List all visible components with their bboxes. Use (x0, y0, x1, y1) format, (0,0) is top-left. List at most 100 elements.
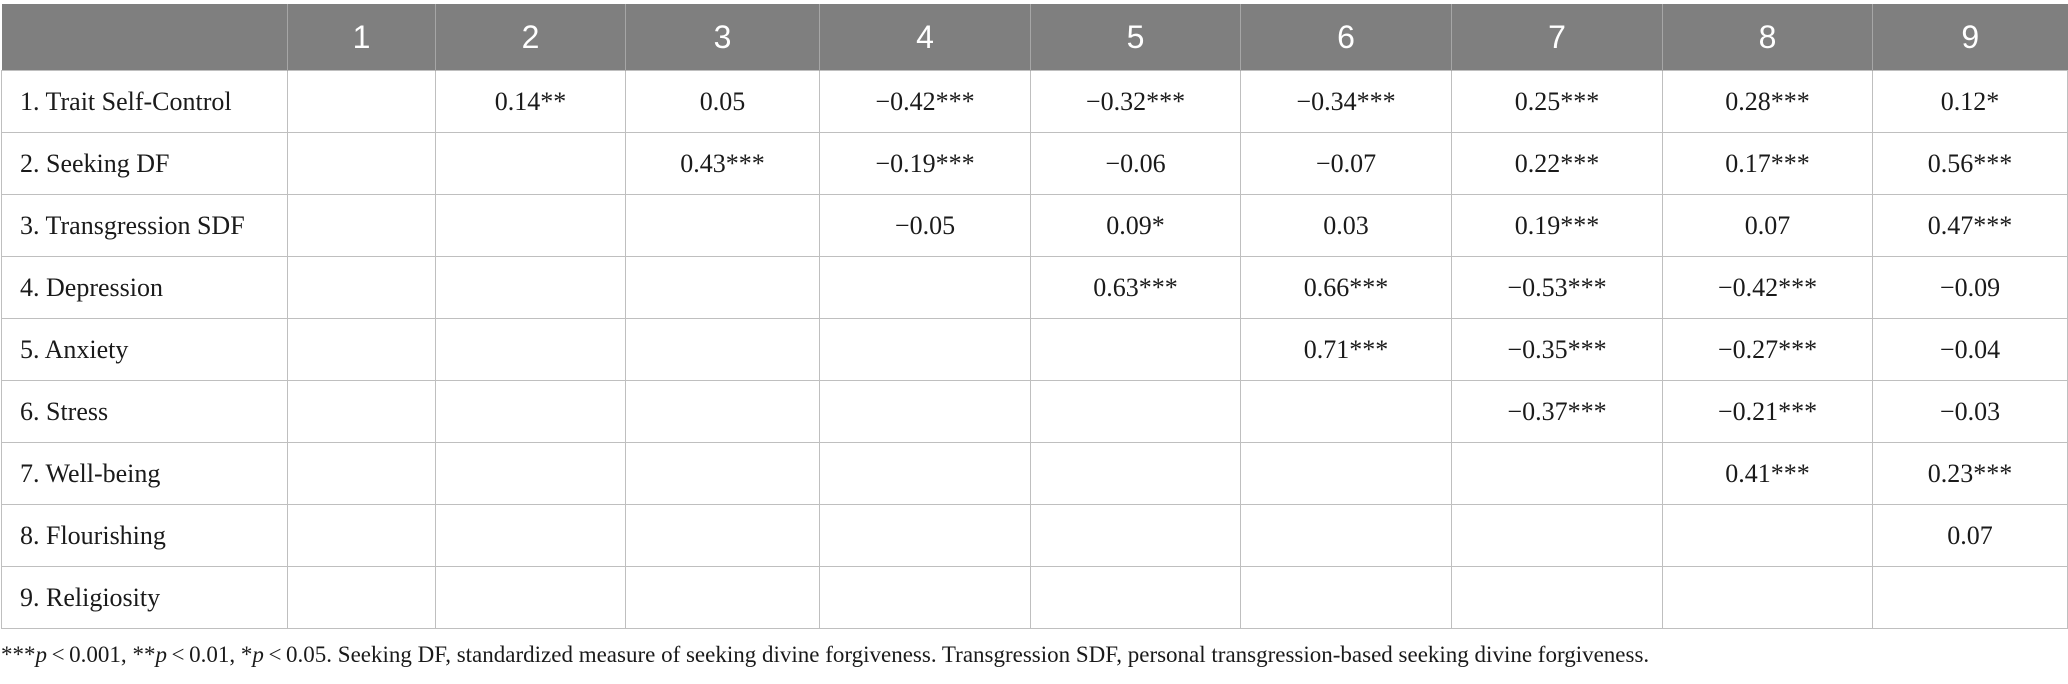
table-cell (436, 381, 626, 443)
table-cell (1663, 505, 1873, 567)
table-cell: 0.66*** (1241, 257, 1452, 319)
row-label: 4. Depression (2, 257, 288, 319)
table-cell: 0.47*** (1873, 195, 2068, 257)
correlation-table: 1 2 3 4 5 6 7 8 9 1. Trait Self-Control … (1, 4, 2068, 629)
header-cell: 8 (1663, 4, 1873, 71)
header-cell: 9 (1873, 4, 2068, 71)
table-cell (1241, 443, 1452, 505)
table-cell: −0.35*** (1452, 319, 1663, 381)
table-cell: 0.14** (436, 71, 626, 133)
table-cell (626, 319, 820, 381)
table-cell: −0.34*** (1241, 71, 1452, 133)
table-cell (1663, 567, 1873, 629)
header-cell: 4 (820, 4, 1031, 71)
table-cell (1031, 381, 1241, 443)
table-cell: 0.41*** (1663, 443, 1873, 505)
table-cell: −0.19*** (820, 133, 1031, 195)
table-cell (626, 505, 820, 567)
table-cell (288, 381, 436, 443)
table-cell: 0.43*** (626, 133, 820, 195)
table-cell: 0.09* (1031, 195, 1241, 257)
table-cell: 0.07 (1663, 195, 1873, 257)
table-cell (288, 257, 436, 319)
table-cell (1452, 505, 1663, 567)
header-cell (2, 4, 288, 71)
table-cell: −0.04 (1873, 319, 2068, 381)
correlation-table-wrapper: 1 2 3 4 5 6 7 8 9 1. Trait Self-Control … (1, 4, 2067, 629)
footnote-stars-1: *** (1, 642, 36, 667)
row-label: 1. Trait Self-Control (2, 71, 288, 133)
table-cell (288, 195, 436, 257)
table-cell: −0.53*** (1452, 257, 1663, 319)
table-row: 1. Trait Self-Control 0.14** 0.05 −0.42*… (2, 71, 2068, 133)
table-cell (626, 257, 820, 319)
table-cell (436, 505, 626, 567)
row-label: 7. Well-being (2, 443, 288, 505)
footnote-text: < 0.05. Seeking DF, standardized measure… (264, 642, 1649, 667)
footnote-stars-2: ** (132, 642, 155, 667)
table-cell (288, 319, 436, 381)
table-row: 4. Depression 0.63*** 0.66*** −0.53*** −… (2, 257, 2068, 319)
row-label: 8. Flourishing (2, 505, 288, 567)
table-cell (1241, 381, 1452, 443)
table-cell (820, 443, 1031, 505)
table-cell (288, 567, 436, 629)
table-cell (288, 133, 436, 195)
table-cell: −0.06 (1031, 133, 1241, 195)
table-row: 2. Seeking DF 0.43*** −0.19*** −0.06 −0.… (2, 133, 2068, 195)
table-footnote: ***p < 0.001, **p < 0.01, *p < 0.05. See… (1, 642, 1649, 668)
table-cell (626, 443, 820, 505)
table-cell: 0.71*** (1241, 319, 1452, 381)
footnote-p-2: p (155, 642, 167, 667)
header-cell: 3 (626, 4, 820, 71)
table-row: 9. Religiosity (2, 567, 2068, 629)
table-cell: −0.03 (1873, 381, 2068, 443)
table-cell (1031, 319, 1241, 381)
table-cell (1031, 443, 1241, 505)
table-cell: 0.63*** (1031, 257, 1241, 319)
table-cell: −0.05 (820, 195, 1031, 257)
table-cell: 0.12* (1873, 71, 2068, 133)
footnote-p-3: p (252, 642, 264, 667)
table-cell (436, 567, 626, 629)
footnote-p-1: p (36, 642, 48, 667)
table-cell: −0.37*** (1452, 381, 1663, 443)
table-row: 3. Transgression SDF −0.05 0.09* 0.03 0.… (2, 195, 2068, 257)
table-body: 1. Trait Self-Control 0.14** 0.05 −0.42*… (2, 71, 2068, 629)
table-cell: 0.19*** (1452, 195, 1663, 257)
footnote-threshold-2: < 0.01, (167, 642, 241, 667)
table-header: 1 2 3 4 5 6 7 8 9 (2, 4, 2068, 71)
table-cell: −0.21*** (1663, 381, 1873, 443)
row-label: 5. Anxiety (2, 319, 288, 381)
table-cell: −0.32*** (1031, 71, 1241, 133)
table-cell (436, 195, 626, 257)
header-cell: 2 (436, 4, 626, 71)
table-cell (820, 257, 1031, 319)
table-cell (288, 443, 436, 505)
footnote-stars-3: * (241, 642, 253, 667)
table-cell: 0.03 (1241, 195, 1452, 257)
header-row: 1 2 3 4 5 6 7 8 9 (2, 4, 2068, 71)
table-cell (1873, 567, 2068, 629)
header-cell: 5 (1031, 4, 1241, 71)
table-cell: −0.42*** (1663, 257, 1873, 319)
table-cell: −0.07 (1241, 133, 1452, 195)
table-cell (1031, 505, 1241, 567)
table-cell (1031, 567, 1241, 629)
table-cell: 0.22*** (1452, 133, 1663, 195)
table-cell (626, 381, 820, 443)
row-label: 6. Stress (2, 381, 288, 443)
table-cell (626, 567, 820, 629)
table-cell: 0.28*** (1663, 71, 1873, 133)
table-cell (436, 319, 626, 381)
table-cell: 0.23*** (1873, 443, 2068, 505)
table-cell (626, 195, 820, 257)
footnote-threshold-1: < 0.001, (47, 642, 132, 667)
table-cell (436, 257, 626, 319)
row-label: 9. Religiosity (2, 567, 288, 629)
row-label: 2. Seeking DF (2, 133, 288, 195)
table-cell (288, 71, 436, 133)
table-cell: 0.17*** (1663, 133, 1873, 195)
table-cell (820, 319, 1031, 381)
table-cell (820, 381, 1031, 443)
